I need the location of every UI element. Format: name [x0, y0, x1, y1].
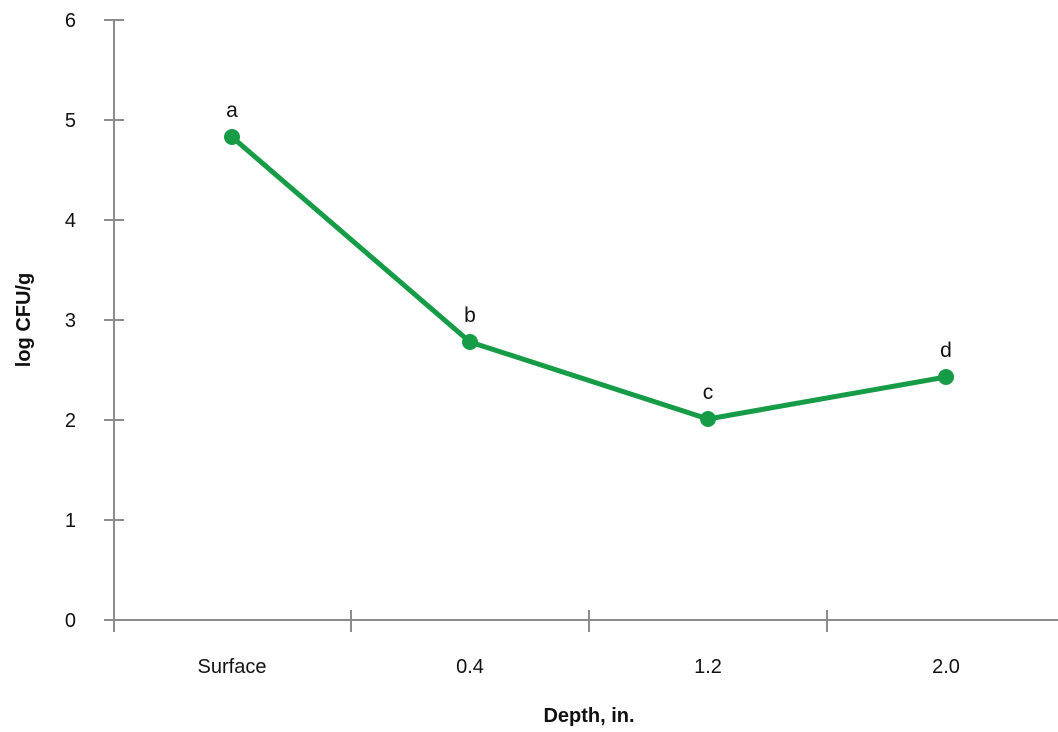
- data-label: a: [226, 99, 238, 122]
- data-label: d: [940, 339, 952, 362]
- x-tick-label: 1.2: [694, 656, 722, 678]
- data-point: [938, 369, 954, 385]
- data-label: b: [464, 304, 476, 327]
- data-label: c: [703, 381, 714, 404]
- series: a b c d: [224, 99, 954, 427]
- data-point: [462, 334, 478, 350]
- y-ticks: 0 1 2 3 4 5 6: [65, 10, 124, 632]
- y-tick-label: 2: [65, 410, 76, 432]
- x-tick-label: 0.4: [456, 656, 484, 678]
- y-tick-label: 1: [65, 510, 76, 532]
- x-axis-title: Depth, in.: [543, 705, 634, 727]
- x-tick-label: 2.0: [932, 656, 960, 678]
- data-point: [700, 411, 716, 427]
- y-tick-label: 5: [65, 110, 76, 132]
- series-line: [229, 134, 949, 422]
- y-axis-title: log CFU/g: [13, 273, 35, 367]
- y-tick-label: 4: [65, 210, 76, 232]
- y-tick-label: 0: [65, 610, 76, 632]
- y-tick-label: 3: [65, 310, 76, 332]
- x-ticks: Surface 0.4 1.2 2.0: [113, 610, 960, 678]
- x-tick-label: Surface: [198, 656, 267, 678]
- y-tick-label: 6: [65, 10, 76, 32]
- data-point: [224, 129, 240, 145]
